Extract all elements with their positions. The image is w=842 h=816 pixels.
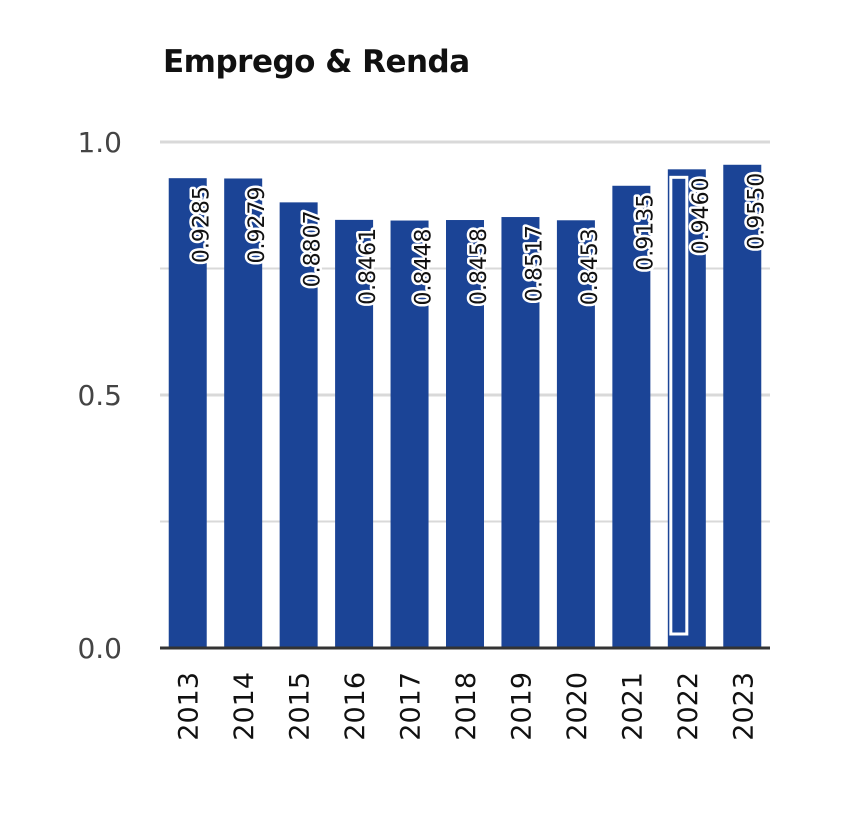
data-label-2015: 0.8807 [301,210,326,287]
data-label-2022: 0.9460 [689,177,714,254]
chart-title: Emprego & Renda [163,44,470,80]
bar-2020 [556,220,595,648]
x-category-label: 2014 [229,672,260,741]
x-category-label: 2019 [506,672,537,741]
bar-2018 [446,220,484,648]
data-label-2021: 0.9135 [633,194,658,271]
x-category-label: 2017 [396,672,427,741]
bar-2017 [390,220,429,649]
x-category-label: 2013 [174,672,205,741]
y-tick-label: 0.5 [77,379,122,412]
bar-2019 [501,217,540,648]
data-label-2014: 0.9279 [245,186,270,263]
highlight-outline [669,175,689,636]
x-category-label: 2018 [451,672,482,741]
data-label-2019: 0.8517 [522,225,547,302]
bar-2014 [224,178,263,648]
bar-2016 [335,219,374,648]
y-tick-label: 0.0 [77,632,122,665]
bars [168,164,762,649]
data-label-2017: 0.8448 [412,229,437,306]
data-label-2016: 0.8461 [356,228,381,305]
x-category-label: 2015 [285,672,316,741]
bar-2015 [279,202,318,649]
x-axis-categories: 2013 2014 2015 2016 2017 2018 2019 2020 2021 2022… [174,672,760,741]
data-labels: 0.9285 0.9279 0.8807 0.8461 0.8448 0.8458 0.85… [187,170,772,308]
x-category-label: 2021 [617,672,648,741]
bar-2013 [168,178,207,648]
data-label-2020: 0.8453 [578,228,603,305]
x-category-label: 2020 [562,672,593,741]
data-label-2018: 0.8458 [467,228,492,305]
bar-2021 [612,185,651,649]
x-category-label: 2016 [340,672,371,741]
data-label-2023: 0.9550 [744,173,769,250]
data-label-2013: 0.9285 [190,186,215,263]
y-axis-ticks: 0.0 0.5 1.0 [77,126,122,665]
y-tick-label: 1.0 [77,126,122,159]
bar-2023 [723,164,762,648]
x-category-label: 2022 [673,672,704,741]
x-category-label: 2023 [728,672,759,741]
